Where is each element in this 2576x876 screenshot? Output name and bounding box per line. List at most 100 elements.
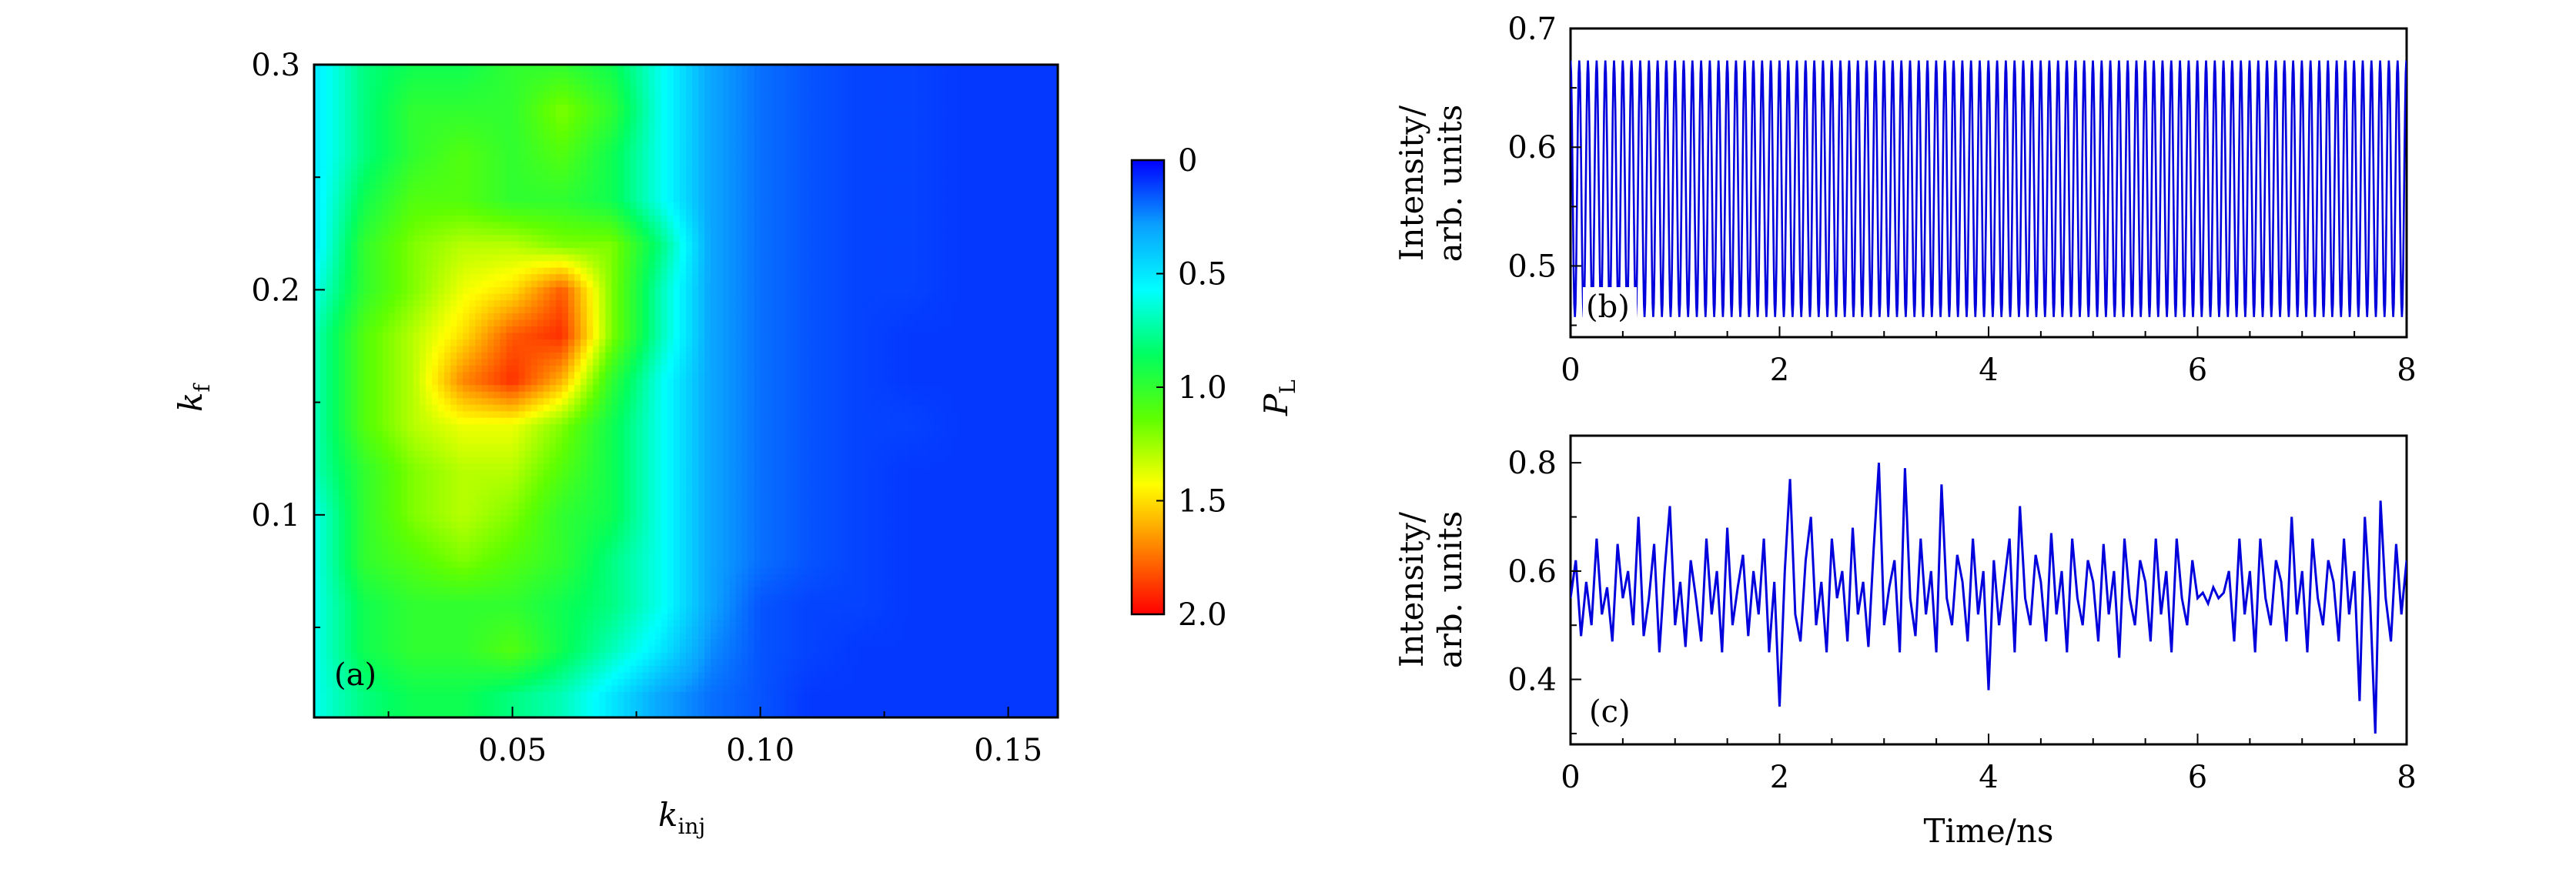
heatmap-cell (457, 573, 463, 581)
heatmap-cell (1002, 547, 1009, 555)
heatmap-cell (450, 665, 457, 673)
heatmap-cell (450, 469, 457, 477)
heatmap-cell (983, 534, 991, 542)
heatmap-cell (1045, 593, 1052, 601)
heatmap-cell (654, 652, 662, 660)
heatmap-cell (363, 691, 371, 699)
heatmap-cell (345, 639, 353, 647)
heatmap-cell (543, 534, 550, 542)
heatmap-cell (599, 489, 607, 497)
heatmap-cell (611, 587, 619, 594)
heatmap-cell (915, 541, 922, 549)
heatmap-cell (723, 678, 731, 686)
heatmap-cell (698, 626, 705, 634)
heatmap-cell (841, 671, 848, 679)
heatmap-cell (636, 528, 644, 536)
heatmap-cell (376, 697, 383, 705)
heatmap-cell (797, 580, 805, 588)
heatmap-cell (431, 554, 439, 562)
heatmap-cell (438, 613, 445, 620)
heatmap-cell (1051, 489, 1058, 497)
heatmap-cell (568, 541, 575, 549)
heatmap-cell (1032, 567, 1040, 575)
heatmap-cell (512, 502, 520, 510)
heatmap-cell (1014, 691, 1022, 699)
heatmap-cell (921, 691, 928, 699)
heatmap-cell (524, 691, 532, 699)
heatmap-cell (946, 515, 953, 523)
heatmap-cell (822, 567, 829, 575)
heatmap-cell (871, 450, 879, 457)
heatmap-cell (723, 560, 731, 568)
heatmap-cell (611, 697, 619, 705)
heatmap-cell (921, 534, 928, 542)
heatmap-cell (698, 697, 705, 705)
heatmap-cell (487, 593, 495, 601)
heatmap-cell (754, 678, 761, 686)
heatmap-cell (630, 476, 637, 483)
heatmap-cell (438, 606, 445, 614)
heatmap-cell (425, 573, 433, 581)
heatmap-cell (748, 619, 755, 627)
heatmap-cell (791, 678, 798, 686)
heatmap-cell (853, 495, 861, 503)
heatmap-cell (946, 645, 953, 653)
heatmap-cell (828, 476, 835, 483)
heatmap-cell (965, 684, 972, 692)
heatmap-cell (530, 476, 538, 483)
heatmap-cell (636, 508, 644, 516)
heatmap-cell (444, 502, 451, 510)
heatmap-cell (419, 515, 427, 523)
heatmap-cell (878, 710, 885, 717)
heatmap-cell (512, 678, 520, 686)
heatmap-cell (339, 541, 346, 549)
heatmap-cell (822, 547, 829, 555)
heatmap-cell (921, 684, 928, 692)
heatmap-cell (902, 632, 910, 640)
heatmap-cell (487, 580, 495, 588)
heatmap-cell (587, 515, 594, 523)
heatmap-cell (617, 502, 625, 510)
heatmap-cell (363, 600, 371, 607)
heatmap-cell (438, 554, 445, 562)
heatmap-cell (754, 593, 761, 601)
heatmap-cell (878, 547, 885, 555)
heatmap-cell (927, 495, 935, 503)
heatmap-cell (636, 476, 644, 483)
heatmap-cell (376, 587, 383, 594)
heatmap-cell (686, 593, 693, 601)
heatmap-cell (654, 534, 662, 542)
heatmap-cell (376, 613, 383, 620)
heatmap-cell (946, 521, 953, 529)
heatmap-cell (593, 547, 601, 555)
heatmap-cell (574, 626, 581, 634)
heatmap-cell (971, 482, 979, 490)
heatmap-cell (431, 613, 439, 620)
heatmap-cell (351, 443, 359, 451)
heatmap-cell (400, 534, 408, 542)
heatmap-cell (648, 671, 656, 679)
heatmap-cell (940, 502, 947, 510)
heatmap-cell (785, 495, 792, 503)
heatmap-cell (965, 495, 972, 503)
heatmap-cell (351, 554, 359, 562)
heatmap-cell (587, 678, 594, 686)
heatmap-cell (995, 515, 1003, 523)
heatmap-cell (376, 632, 383, 640)
heatmap-cell (357, 476, 365, 483)
heatmap-cell (450, 658, 457, 666)
heatmap-cell (599, 684, 607, 692)
heatmap-cell (425, 521, 433, 529)
heatmap-cell (469, 560, 477, 568)
heatmap-cell (580, 456, 587, 464)
heatmap-cell (413, 639, 420, 647)
heatmap-cell (654, 502, 662, 510)
heatmap-cell (908, 606, 916, 614)
heatmap-cell (574, 613, 581, 620)
heatmap-cell (1051, 554, 1058, 562)
heatmap-cell (481, 710, 489, 717)
heatmap-cell (748, 528, 755, 536)
heatmap-cell (555, 573, 563, 581)
heatmap-cell (952, 600, 959, 607)
heatmap-cell (320, 521, 327, 529)
